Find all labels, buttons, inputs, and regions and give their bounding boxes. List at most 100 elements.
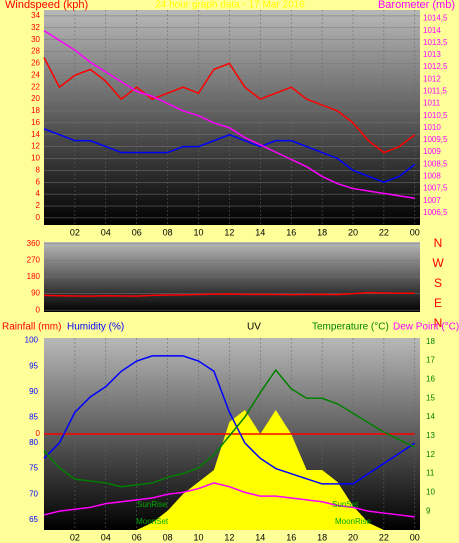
y-tick-label: 17 <box>426 356 435 365</box>
y-tick-label: 95 <box>29 361 38 370</box>
y-tick-label: 65 <box>29 515 38 524</box>
y-tick-label: 1014 <box>423 26 441 35</box>
y-axis-label: Windspeed (kph) <box>5 0 88 11</box>
line <box>43 482 415 518</box>
y-tick-label: 4 <box>36 189 41 198</box>
line <box>43 355 416 485</box>
line <box>43 30 415 200</box>
x-tick-label: 00 <box>410 532 420 542</box>
y-tick-label: 10 <box>426 487 435 496</box>
compass-label: E <box>434 296 442 310</box>
y-tick-label: 180 <box>27 272 41 281</box>
x-tick-label: 14 <box>255 227 265 237</box>
y-tick-label: 1011 <box>423 99 441 108</box>
annotation: MoonRise <box>335 517 372 526</box>
x-tick-label: 20 <box>348 532 358 542</box>
y-tick-label: 13 <box>426 431 435 440</box>
y-tick-label: 22 <box>31 82 40 91</box>
x-tick-label: 18 <box>317 227 327 237</box>
y-tick-label: 32 <box>31 23 40 32</box>
y-tick-label: 10 <box>31 154 40 163</box>
x-tick-label: 20 <box>348 227 358 237</box>
y-tick-label: 360 <box>27 239 41 248</box>
axis-label: Rainfall (mm) <box>2 322 61 333</box>
x-tick-label: 02 <box>70 227 80 237</box>
x-tick-label: 14 <box>255 532 265 542</box>
y-tick-label: 270 <box>27 256 41 265</box>
x-tick-label: 10 <box>193 227 203 237</box>
y-tick-label: 1011,5 <box>423 86 447 95</box>
y-tick-label: 1008 <box>423 172 441 181</box>
y-tick-label: 1013 <box>423 50 441 59</box>
y-tick-label: 1012 <box>423 74 441 83</box>
annotation: MoonSet <box>136 517 169 526</box>
x-tick-label: 06 <box>132 227 142 237</box>
y-tick-label: 70 <box>29 489 38 498</box>
y-tick-label: 1013,5 <box>423 38 448 47</box>
y-tick-label: 1014,5 <box>423 14 448 23</box>
y-tick-label: 1010,5 <box>423 111 448 120</box>
y-tick-label: 75 <box>29 464 38 473</box>
axis-label: Humidity (%) <box>67 322 124 333</box>
y-tick-label: 30 <box>31 35 40 44</box>
y-tick-label: 9 <box>426 506 431 515</box>
y-tick-label: 1010 <box>423 123 441 132</box>
annotation: SunRise <box>137 500 168 509</box>
compass-label: S <box>434 276 442 290</box>
y-tick-label: 90 <box>31 289 40 298</box>
x-tick-label: 22 <box>379 532 389 542</box>
x-tick-label: 22 <box>379 227 389 237</box>
x-tick-label: 10 <box>193 532 203 542</box>
x-tick-label: 16 <box>286 227 296 237</box>
x-tick-label: 08 <box>163 532 173 542</box>
y-tick-label: 18 <box>426 337 435 346</box>
y-tick-label: 80 <box>29 438 38 447</box>
x-tick-label: 06 <box>132 532 142 542</box>
y-tick-label: 16 <box>426 375 435 384</box>
y-tick-label: 1009 <box>423 147 441 156</box>
y-tick-label: 90 <box>29 387 38 396</box>
y-tick-label: 14 <box>426 412 435 421</box>
y-tick-label: 100 <box>25 336 39 345</box>
y-tick-label: 15 <box>426 393 435 402</box>
y-tick-label: 0 <box>36 305 41 314</box>
x-tick-label: 12 <box>224 227 234 237</box>
y-tick-label: 8 <box>36 165 41 174</box>
annotation: SunSet <box>332 500 359 509</box>
x-tick-label: 08 <box>163 227 173 237</box>
x-tick-label: 04 <box>101 227 111 237</box>
line <box>43 368 416 488</box>
x-tick-label: 04 <box>101 532 111 542</box>
y-tick-label: 85 <box>29 412 38 421</box>
y-tick-label: 28 <box>31 47 40 56</box>
y-tick-label: 1009,5 <box>423 135 448 144</box>
y-tick-label: 14 <box>31 130 40 139</box>
area <box>44 410 415 530</box>
x-tick-label: 00 <box>410 227 420 237</box>
y-tick-label: 24 <box>31 70 40 79</box>
axis-label: Dew Point (°C) <box>393 322 459 333</box>
y-tick-label: 26 <box>31 59 40 68</box>
y-tick-label: 12 <box>426 450 435 459</box>
y-tick-label: 16 <box>31 118 40 127</box>
compass-label: W <box>432 256 444 270</box>
y-tick-label: 1007,5 <box>423 184 448 193</box>
y-tick-label: 6 <box>36 177 41 186</box>
chart-title: 24 hour graph data - 17 Mar 2016 <box>155 0 305 11</box>
y-tick-label: 0 <box>36 429 41 438</box>
line <box>43 291 415 297</box>
y-tick-label: 0 <box>36 213 41 222</box>
y-tick-label: 11 <box>426 469 435 478</box>
y-tick-label: 18 <box>31 106 40 115</box>
y-tick-label: 1012,5 <box>423 62 448 71</box>
plot-area <box>44 10 420 225</box>
y-tick-label: 1006,5 <box>423 208 448 217</box>
axis-label: Temperature (°C) <box>312 322 389 333</box>
y-tick-label: 20 <box>31 94 40 103</box>
x-tick-label: 02 <box>70 532 80 542</box>
y-tick-label: 34 <box>31 11 40 20</box>
y-tick-label: 1007 <box>423 196 441 205</box>
x-tick-label: 12 <box>224 532 234 542</box>
compass-label: N <box>434 316 443 330</box>
